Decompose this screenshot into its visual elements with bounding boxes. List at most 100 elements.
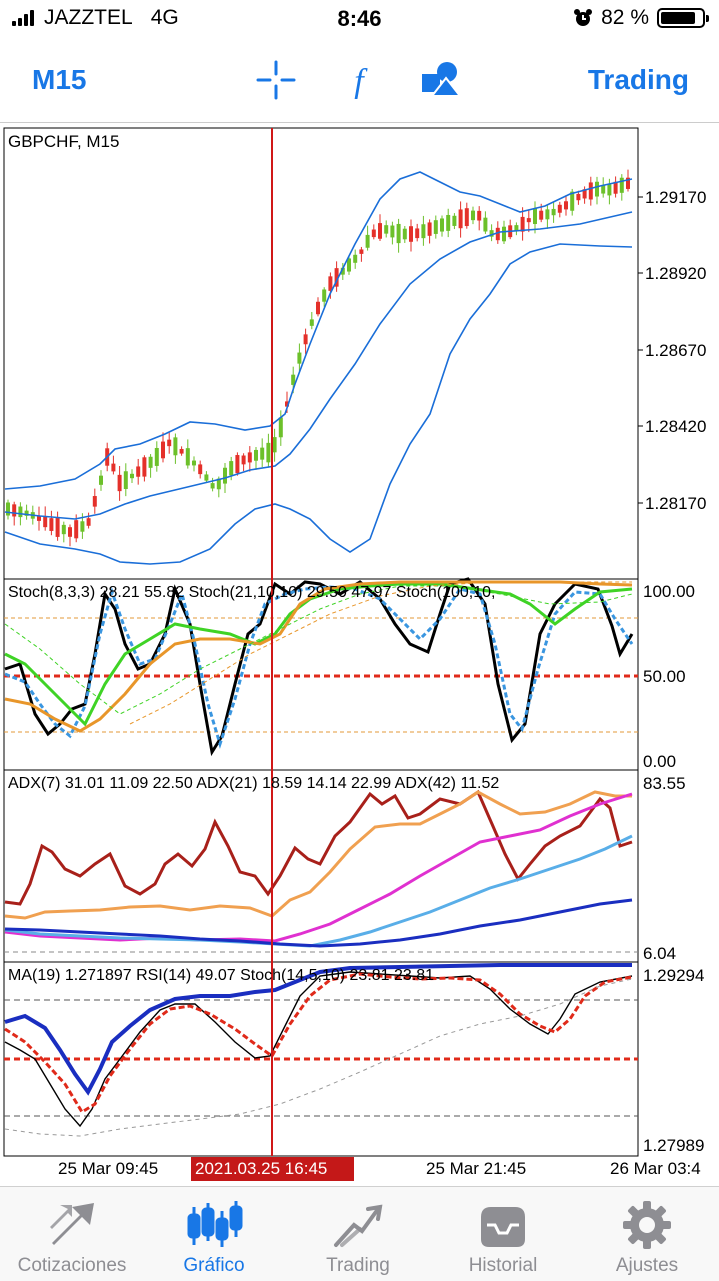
candle-body: [576, 193, 581, 201]
candle-body: [477, 210, 482, 221]
quotes-icon: [50, 1203, 94, 1245]
candle-body: [384, 225, 389, 234]
candle-body: [92, 496, 97, 507]
tab-chart[interactable]: Gráfico: [144, 1187, 284, 1281]
candle-body: [440, 218, 444, 232]
candle-body: [446, 214, 451, 231]
trading-icon: [334, 1204, 383, 1247]
candle-body: [365, 234, 370, 248]
candle-body: [260, 447, 265, 460]
candle-body: [551, 208, 556, 216]
price-tick: 1.28170: [645, 494, 706, 513]
alarm-icon: [574, 9, 593, 26]
candle-body: [533, 207, 537, 225]
candle-body: [18, 506, 23, 518]
tab-label: Trading: [326, 1255, 390, 1276]
symbol-label: GBPCHF, M15: [8, 132, 119, 151]
candle-body: [390, 225, 395, 238]
cursor-time-label: 2021.03.25 16:45: [195, 1159, 327, 1178]
candle-body: [613, 181, 618, 194]
candle-body: [266, 442, 271, 463]
cursor-time-badge: [191, 1157, 354, 1181]
candle-body: [216, 478, 221, 490]
candle-body: [136, 466, 141, 477]
ma-indicator-label: MA(19) 1.271897 RSI(14) 49.07 Stoch(14,5…: [8, 967, 434, 984]
candle-body: [483, 217, 488, 232]
stoch-tick: 100.00: [643, 582, 695, 601]
candle-body: [117, 474, 122, 492]
candle-body: [49, 518, 54, 531]
candle-body: [452, 215, 457, 226]
candle-body: [316, 301, 320, 315]
stoch-black-line: [4, 577, 634, 757]
candle-body: [619, 177, 624, 193]
candle-body: [154, 447, 159, 466]
battery-percent: 82 %: [601, 6, 649, 29]
candlestick-series: [6, 169, 630, 547]
stoch-gray-dashed-line: [4, 978, 633, 1137]
candle-body: [557, 204, 562, 213]
candle-body: [539, 210, 544, 220]
tab-settings[interactable]: Ajustes: [577, 1187, 717, 1281]
tab-history[interactable]: Historial: [433, 1187, 573, 1281]
adx-red-line: [4, 789, 633, 906]
candle-body: [185, 448, 190, 466]
tab-quotes[interactable]: Cotizaciones: [2, 1187, 142, 1281]
candle-body: [359, 249, 364, 254]
candle-body: [123, 471, 128, 490]
candle-body: [161, 441, 165, 459]
battery-icon: [657, 8, 709, 28]
ma-tick: 1.27989: [643, 1136, 704, 1155]
price-tick: 1.29170: [645, 188, 706, 207]
candle-body: [198, 464, 203, 475]
candle-body: [130, 473, 134, 479]
objects-icon[interactable]: [418, 58, 462, 102]
candle-body: [495, 227, 500, 241]
candle-body: [347, 258, 351, 272]
candle-body: [427, 222, 432, 236]
candle-body: [99, 475, 103, 485]
candle-body: [607, 184, 612, 196]
candle-body: [514, 225, 519, 231]
tab-label: Historial: [468, 1255, 538, 1276]
candle-body: [86, 518, 91, 526]
price-tick: 1.28920: [645, 264, 706, 283]
price-chart[interactable]: GBPCHF, M15 Stoch(8,3,3) 28.21 55.82 Sto…: [0, 124, 719, 1184]
candle-body: [43, 516, 48, 528]
candle-body: [223, 467, 227, 484]
candle-body: [409, 226, 413, 242]
candle-body: [111, 463, 116, 472]
candle-body: [204, 474, 209, 481]
candle-body: [371, 229, 376, 238]
candle-body: [378, 223, 382, 239]
ma-tick: 1.29294: [643, 966, 704, 985]
bollinger-lower-band: [4, 243, 633, 565]
candle-body: [55, 517, 60, 537]
candle-body: [247, 452, 252, 463]
stoch-indicator-label: Stoch(8,3,3) 28.21 55.82 Stoch(21,10,10)…: [8, 584, 495, 601]
bottom-tab-bar: Cotizaciones Gráfico Trading Historial: [0, 1186, 719, 1281]
candle-body: [192, 460, 196, 466]
candle-body: [564, 201, 568, 210]
trading-button[interactable]: Trading: [587, 64, 689, 95]
adx-indicator-label: ADX(7) 31.01 11.09 22.50 ADX(21) 18.59 1…: [8, 775, 499, 792]
price-tick: 1.28420: [645, 417, 706, 436]
chart-toolbar: M15 f Trading: [0, 50, 719, 116]
chart-icon: [187, 1201, 243, 1247]
candle-body: [179, 448, 184, 454]
function-icon[interactable]: f: [337, 58, 381, 102]
time-tick: 25 Mar 09:45: [58, 1159, 158, 1178]
stoch-tick: 0.00: [643, 752, 676, 771]
carrier-info: JAZZTEL 4G: [12, 6, 179, 30]
crosshair-icon[interactable]: [254, 58, 298, 102]
stoch-tick: 50.00: [643, 667, 686, 686]
bollinger-middle-band: [4, 211, 633, 520]
svg-text:f: f: [354, 63, 368, 100]
tab-trading[interactable]: Trading: [288, 1187, 428, 1281]
timeframe-button[interactable]: M15: [32, 64, 87, 95]
candle-body: [37, 516, 41, 521]
adx-orange-line: [4, 790, 632, 920]
candle-body: [489, 230, 494, 237]
tab-label: Ajustes: [615, 1255, 679, 1276]
candle-body: [340, 267, 345, 275]
